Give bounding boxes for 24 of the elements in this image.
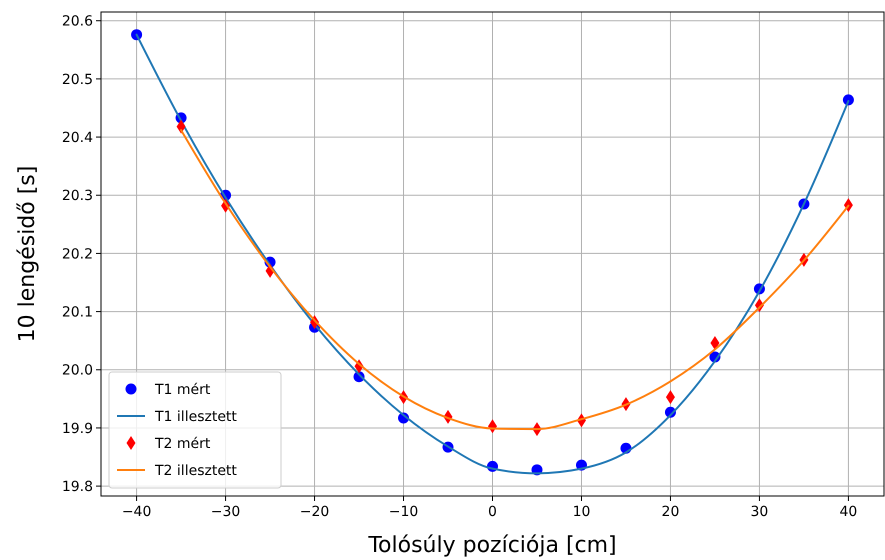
y-tick-label: 19.9 bbox=[62, 420, 93, 437]
x-tick-label: −10 bbox=[388, 504, 418, 520]
x-tick-label: 20 bbox=[662, 504, 680, 520]
x-axis-title: Tolósúly pozíciója [cm] bbox=[367, 533, 617, 558]
y-tick-label: 20.5 bbox=[62, 72, 93, 88]
x-tick-label: 10 bbox=[572, 504, 590, 520]
legend-label: T2 mért bbox=[154, 436, 211, 452]
y-axis-title: 10 lengésidő [s] bbox=[15, 166, 40, 342]
legend-label: T1 illesztett bbox=[154, 408, 238, 425]
legend-label: T1 mért bbox=[154, 382, 211, 398]
y-tick-label: 20.3 bbox=[62, 188, 93, 204]
x-tick-label: −40 bbox=[122, 504, 152, 520]
y-tick-label: 20.0 bbox=[62, 362, 93, 379]
y-tick-label: 20.2 bbox=[62, 246, 93, 262]
x-tick-label: 30 bbox=[750, 504, 768, 520]
x-tick-label: −30 bbox=[210, 504, 240, 520]
x-tick-label: 40 bbox=[839, 504, 858, 520]
x-tick-label: −20 bbox=[300, 504, 330, 520]
legend-label: T2 illesztett bbox=[154, 462, 238, 479]
x-tick-label: 0 bbox=[488, 504, 497, 520]
y-tick-label: 20.1 bbox=[62, 304, 93, 320]
y-tick-label: 19.8 bbox=[62, 479, 93, 496]
y-tick-label: 20.6 bbox=[62, 14, 94, 30]
y-tick-label: 20.4 bbox=[62, 130, 94, 146]
